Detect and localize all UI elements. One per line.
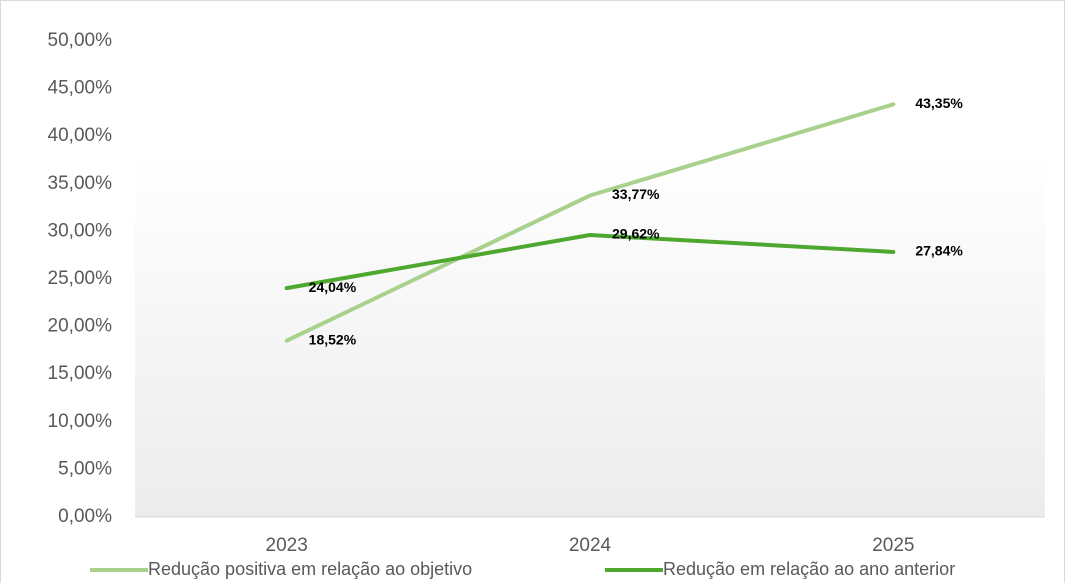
y-tick-label: 5,00% [58, 458, 112, 479]
series-line [284, 102, 896, 343]
data-label: 18,52% [309, 331, 357, 347]
plot-background [135, 150, 1045, 517]
y-tick-label: 20,00% [48, 316, 113, 337]
y-tick-label: 15,00% [48, 363, 113, 384]
y-tick-label: 50,00% [48, 30, 113, 51]
x-tick-label: 2024 [569, 535, 612, 556]
legend-label: Redução em relação ao ano anterior [663, 559, 955, 579]
series-line [284, 233, 896, 291]
x-tick-label: 2023 [266, 535, 308, 556]
y-tick-label: 30,00% [48, 220, 113, 241]
data-label: 43,35% [915, 95, 963, 111]
data-label: 33,77% [612, 186, 660, 202]
x-tick-label: 2025 [872, 535, 914, 556]
y-tick-label: 0,00% [58, 506, 112, 527]
data-label: 27,84% [915, 243, 963, 259]
y-tick-label: 10,00% [48, 411, 113, 432]
data-label: 29,62% [612, 226, 660, 242]
y-tick-label: 25,00% [48, 268, 113, 289]
y-tick-label: 45,00% [48, 78, 113, 99]
y-tick-label: 35,00% [48, 173, 113, 194]
legend-label: Redução positiva em relação ao objetivo [148, 559, 472, 579]
data-label: 24,04% [309, 279, 357, 295]
y-tick-label: 40,00% [48, 125, 113, 146]
